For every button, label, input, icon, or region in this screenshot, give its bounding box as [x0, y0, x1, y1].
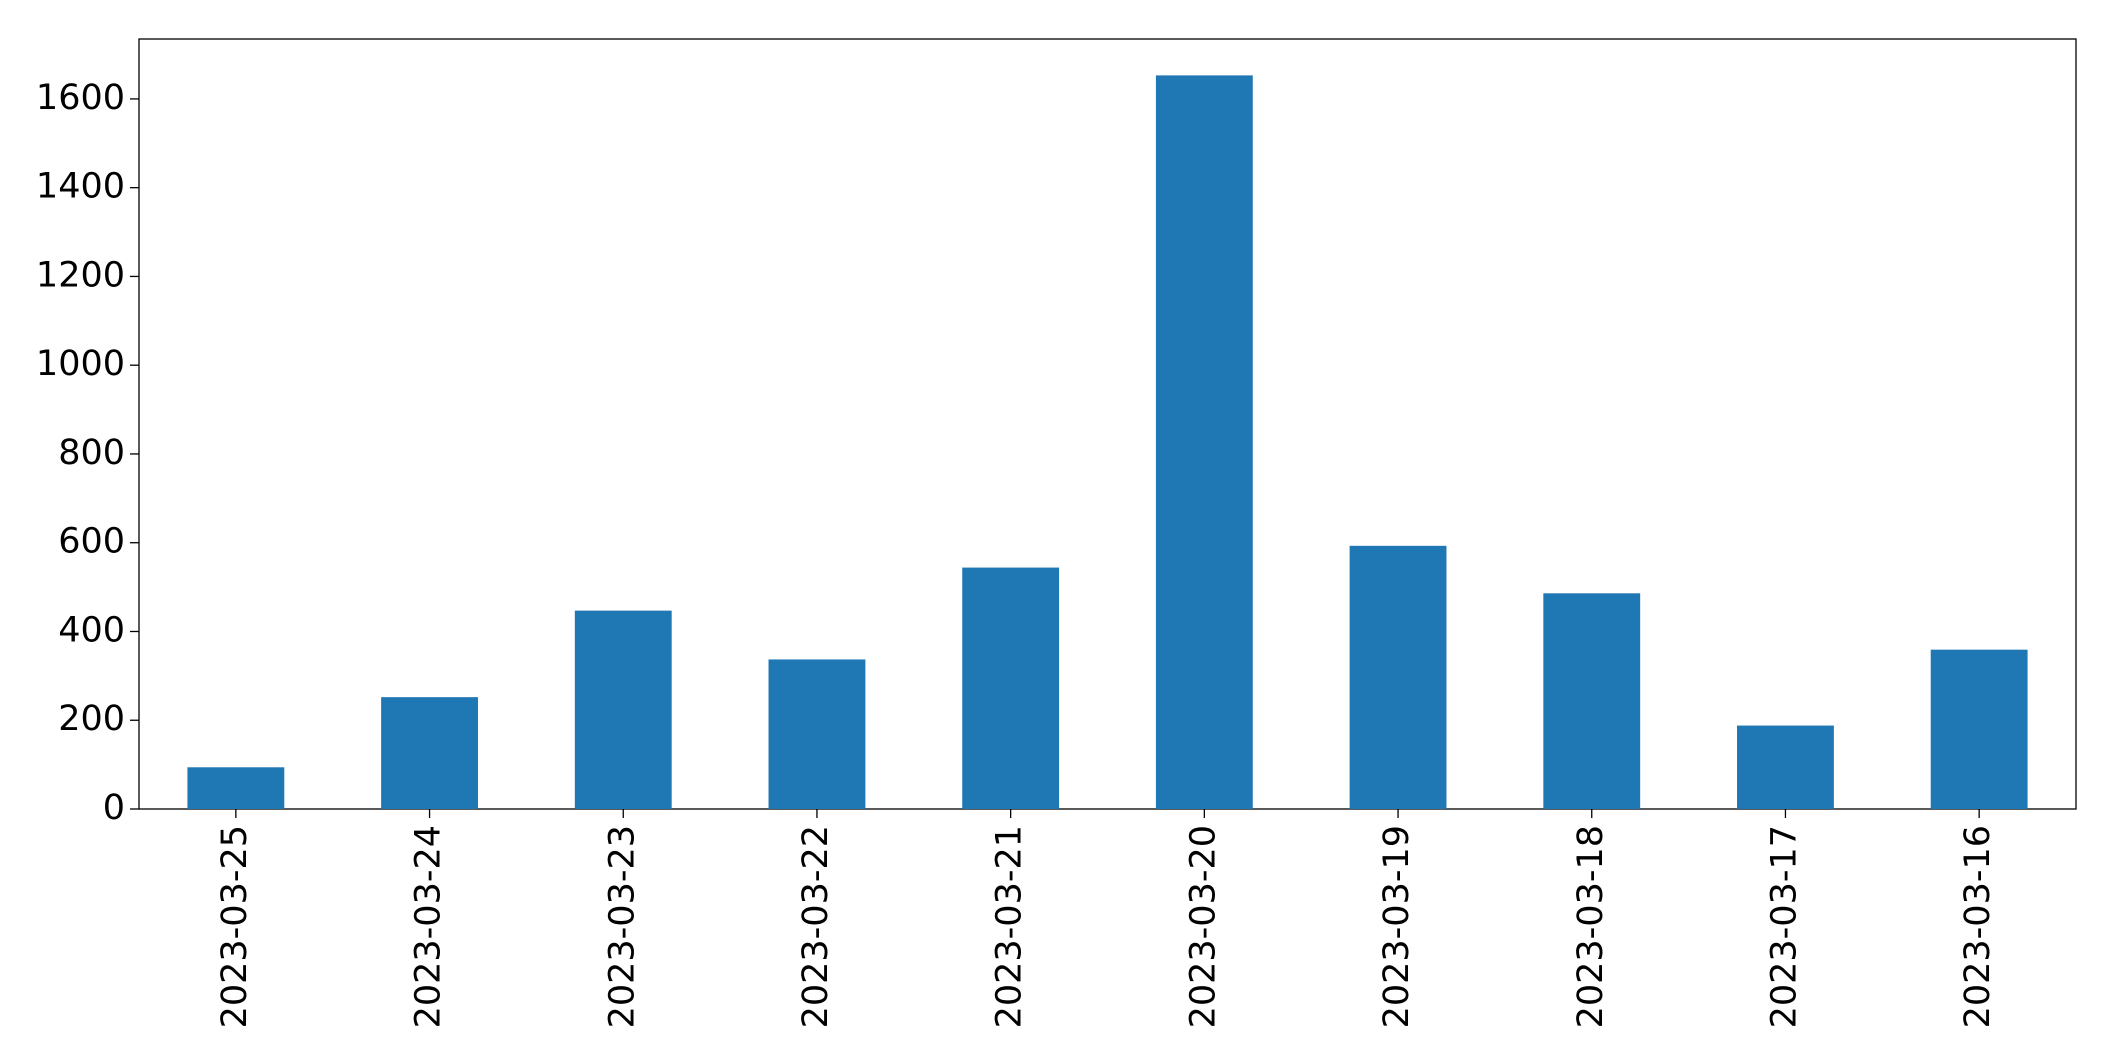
y-tick-label: 1600 [36, 78, 125, 118]
bar [187, 767, 285, 809]
y-tick-label: 1200 [36, 255, 125, 295]
y-tick-label: 400 [58, 610, 125, 650]
y-tick-label: 0 [103, 788, 125, 828]
x-tick-label: 2023-03-20 [1183, 825, 1223, 1028]
x-tick-label: 2023-03-19 [1377, 825, 1417, 1028]
x-tick-label: 2023-03-16 [1958, 825, 1998, 1028]
x-tick-label: 2023-03-21 [990, 825, 1030, 1028]
bar [381, 697, 478, 809]
x-tick-label: 2023-03-25 [215, 825, 255, 1028]
y-tick-label: 600 [58, 522, 125, 562]
y-tick-label: 800 [58, 433, 125, 473]
plot-frame [138, 38, 2077, 810]
x-tick-label: 2023-03-18 [1571, 825, 1611, 1028]
x-tick-label: 2023-03-17 [1764, 825, 1804, 1028]
bar [1543, 593, 1641, 809]
bar [1930, 649, 2028, 809]
x-tick-label: 2023-03-24 [409, 825, 449, 1028]
y-tick-label: 200 [58, 699, 125, 739]
y-tick-label: 1000 [36, 344, 125, 384]
bar [768, 659, 866, 809]
bar [1349, 545, 1447, 809]
x-tick-label: 2023-03-22 [796, 825, 836, 1028]
bar [574, 610, 672, 809]
y-tick-label: 1400 [36, 167, 125, 207]
bar [962, 567, 1060, 809]
bar [1737, 725, 1834, 809]
x-tick-label: 2023-03-23 [602, 825, 642, 1028]
bar [1155, 75, 1253, 810]
